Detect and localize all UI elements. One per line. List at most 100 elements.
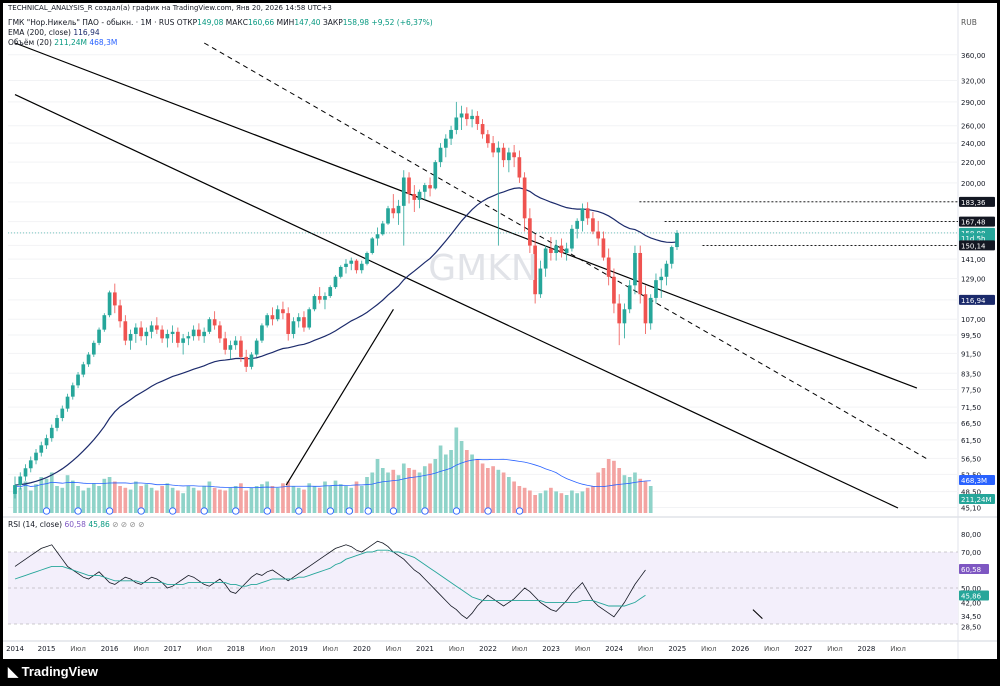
volume-bar[interactable] — [386, 472, 390, 514]
volume-bar[interactable] — [612, 460, 616, 513]
candle[interactable] — [249, 354, 254, 367]
volume-bar[interactable] — [28, 490, 33, 514]
dividend-marker[interactable] — [42, 507, 51, 515]
volume-bar[interactable] — [207, 481, 212, 514]
candle[interactable] — [34, 452, 38, 461]
volume-bar[interactable] — [596, 472, 601, 514]
candle[interactable] — [459, 113, 464, 118]
candle[interactable] — [365, 252, 369, 264]
candle[interactable] — [380, 223, 385, 235]
candle[interactable] — [627, 285, 632, 310]
candle[interactable] — [585, 208, 590, 219]
candle[interactable] — [13, 485, 17, 494]
volume-bar[interactable] — [365, 477, 369, 513]
volume-bar[interactable] — [617, 468, 622, 513]
volume-bar[interactable] — [622, 475, 627, 513]
volume-bar[interactable] — [18, 487, 23, 513]
candle[interactable] — [296, 317, 301, 322]
volume-bar[interactable] — [39, 477, 44, 513]
volume-bar[interactable] — [186, 486, 191, 513]
candle[interactable] — [391, 208, 396, 214]
volume-bar[interactable] — [181, 493, 185, 513]
volume-bar[interactable] — [538, 493, 543, 513]
candle[interactable] — [475, 115, 480, 125]
candle[interactable] — [428, 185, 432, 189]
volume-bar[interactable] — [575, 493, 580, 513]
volume-bar[interactable] — [197, 490, 201, 514]
candle[interactable] — [202, 331, 206, 337]
candle[interactable] — [633, 252, 637, 286]
candle[interactable] — [228, 345, 233, 350]
volume-bar[interactable] — [270, 486, 275, 513]
volume-bar[interactable] — [170, 487, 175, 513]
candle[interactable] — [438, 147, 443, 163]
candle[interactable] — [218, 325, 222, 339]
volume-bar[interactable] — [454, 427, 459, 514]
candle[interactable] — [65, 396, 70, 409]
volume-bar[interactable] — [528, 490, 532, 514]
candle[interactable] — [507, 152, 511, 161]
candle[interactable] — [286, 313, 291, 334]
candle[interactable] — [112, 292, 117, 306]
candle[interactable] — [648, 297, 653, 324]
volume-bar[interactable] — [165, 483, 170, 513]
volume-bar[interactable] — [102, 478, 107, 513]
candle[interactable] — [638, 252, 643, 295]
candle[interactable] — [176, 331, 180, 343]
volume-bar[interactable] — [570, 490, 574, 514]
dividend-marker[interactable] — [295, 507, 303, 515]
candle[interactable] — [422, 185, 427, 192]
candle[interactable] — [396, 205, 401, 214]
volume-bar[interactable] — [522, 487, 527, 513]
volume-bar[interactable] — [86, 487, 91, 513]
volume-bar[interactable] — [49, 472, 54, 514]
volume-bar[interactable] — [459, 441, 464, 513]
volume-bar[interactable] — [533, 495, 537, 513]
candle[interactable] — [323, 296, 327, 300]
candle[interactable] — [28, 460, 33, 469]
volume-bar[interactable] — [275, 487, 280, 513]
volume-bar[interactable] — [233, 486, 238, 513]
volume-bar[interactable] — [191, 487, 196, 513]
volume-bar[interactable] — [344, 486, 348, 513]
dividend-marker[interactable] — [389, 507, 398, 515]
candle[interactable] — [570, 228, 574, 249]
candle[interactable] — [149, 325, 154, 332]
candle[interactable] — [312, 296, 317, 310]
volume-bar[interactable] — [627, 477, 632, 513]
candle[interactable] — [654, 280, 658, 298]
dividend-marker[interactable] — [364, 507, 372, 515]
volume-bar[interactable] — [648, 486, 653, 513]
volume-bar[interactable] — [449, 450, 453, 513]
volume-bar[interactable] — [123, 487, 128, 513]
volume-bar[interactable] — [323, 481, 327, 514]
volume-bar[interactable] — [281, 483, 285, 513]
volume-bar[interactable] — [228, 487, 233, 513]
volume-bar[interactable] — [265, 481, 270, 514]
volume-bar[interactable] — [155, 490, 159, 514]
candle[interactable] — [596, 231, 601, 239]
candle[interactable] — [417, 191, 422, 200]
volume-bar[interactable] — [391, 469, 396, 513]
dividend-marker[interactable] — [326, 507, 335, 515]
volume-bar[interactable] — [149, 487, 154, 513]
volume-bar[interactable] — [517, 486, 522, 513]
volume-bar[interactable] — [380, 468, 385, 513]
candle[interactable] — [517, 157, 522, 178]
volume-bar[interactable] — [328, 486, 333, 513]
candle[interactable] — [23, 468, 28, 477]
candle[interactable] — [281, 309, 285, 314]
candle[interactable] — [165, 333, 170, 339]
dividend-marker[interactable] — [515, 507, 524, 515]
candle[interactable] — [549, 248, 553, 253]
candle[interactable] — [512, 152, 516, 158]
candle[interactable] — [223, 338, 227, 350]
candle[interactable] — [102, 315, 107, 330]
candle[interactable] — [354, 260, 359, 271]
candle[interactable] — [664, 263, 669, 277]
volume-bar[interactable] — [239, 483, 243, 513]
dividend-marker[interactable] — [169, 507, 177, 515]
candle[interactable] — [186, 336, 191, 339]
candle[interactable] — [443, 138, 448, 148]
volume-bar[interactable] — [428, 463, 432, 514]
